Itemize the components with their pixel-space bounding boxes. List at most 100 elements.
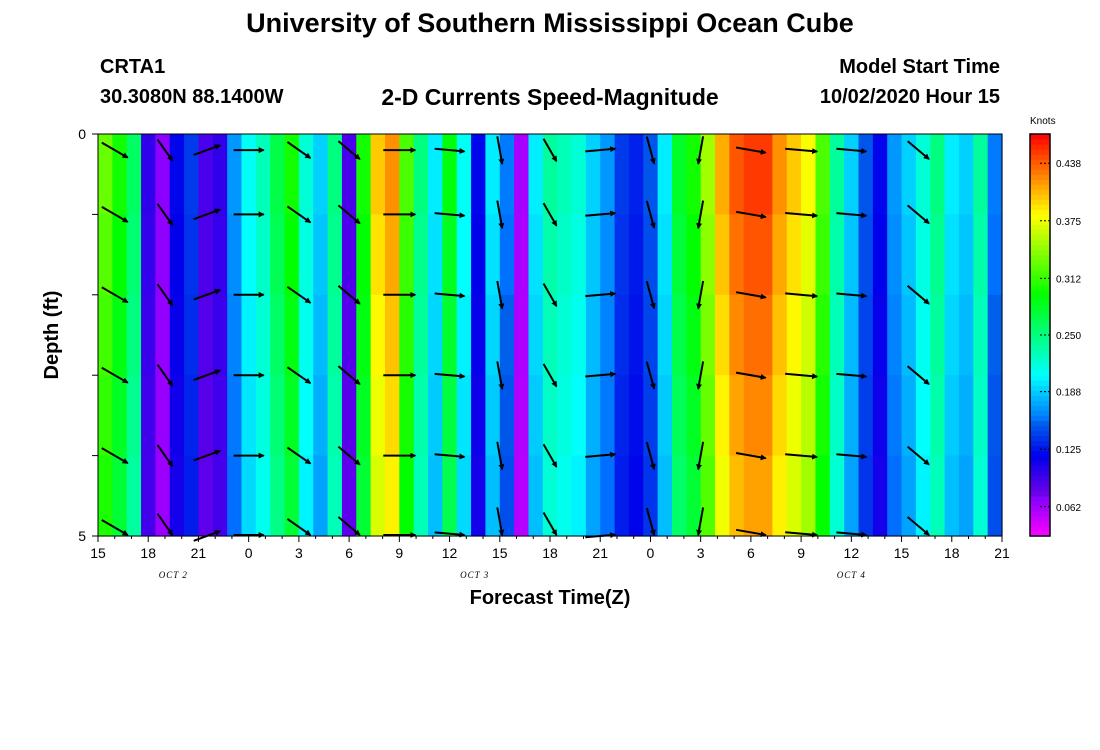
heatmap-cell (973, 455, 989, 537)
current-vector (337, 204, 361, 225)
colorbar-band (1030, 415, 1050, 422)
heatmap-cell (141, 134, 156, 215)
heatmap-cell (743, 455, 759, 537)
colorbar-band (1030, 450, 1050, 457)
date-label: OCT 2 (159, 570, 188, 580)
heatmap-cell (715, 294, 730, 376)
current-vector (496, 136, 505, 165)
colorbar-band (1030, 199, 1050, 205)
colorbar-band (1030, 319, 1050, 326)
heatmap-cell (557, 134, 573, 215)
heatmap-cell (729, 214, 745, 296)
colorbar-band (1030, 284, 1050, 291)
heatmap-cell (456, 214, 472, 296)
heatmap-cell (801, 375, 817, 457)
current-vector (585, 451, 617, 458)
heatmap-cell (370, 214, 386, 296)
heatmap-cell (227, 375, 243, 457)
heatmap-cell (643, 214, 659, 296)
colorbar-band (1030, 480, 1050, 487)
heatmap-cell (399, 294, 415, 376)
heatmap-cell (815, 294, 831, 376)
heatmap-cell (858, 455, 874, 537)
colorbar-band (1030, 425, 1050, 432)
heatmap-cell (571, 375, 587, 457)
current-vector (645, 441, 656, 471)
heatmap-cell (715, 134, 730, 215)
heatmap-cell (141, 294, 156, 376)
heatmap-cell (858, 134, 874, 215)
heatmap-cell (786, 375, 802, 457)
heatmap-cell (370, 375, 386, 457)
heatmap-cell (987, 455, 1003, 537)
heatmap-cell (571, 455, 587, 537)
colorbar-band (1030, 204, 1050, 210)
heatmap-cell (298, 214, 314, 296)
heatmap-cell (169, 455, 185, 537)
heatmap-cell (614, 294, 630, 376)
heatmap-cell (198, 294, 214, 376)
heatmap-cell (930, 134, 946, 215)
heatmap-cell (758, 214, 774, 296)
heatmap-cell (499, 214, 515, 296)
heatmap-cell (413, 134, 429, 215)
heatmap-cell (542, 214, 558, 296)
heatmap-cell (514, 214, 530, 296)
current-vector (286, 518, 312, 536)
current-vector (542, 202, 558, 227)
current-vector (434, 372, 466, 380)
heatmap-cell (184, 455, 200, 537)
current-vector (337, 516, 361, 536)
colorbar-band (1030, 189, 1050, 195)
heatmap-cell (98, 455, 113, 537)
heatmap-cell (499, 134, 515, 215)
colorbar-band (1030, 380, 1050, 386)
heatmap-cell (356, 294, 372, 376)
heatmap-cell (542, 134, 558, 215)
heatmap-cell (600, 294, 616, 376)
heatmap-cell (944, 294, 960, 376)
heatmap-cell (298, 455, 314, 537)
current-vector (286, 446, 312, 465)
colorbar-band (1030, 440, 1050, 447)
current-vector (156, 203, 174, 226)
x-tick-label: 6 (747, 545, 755, 561)
heatmap-cell (600, 375, 616, 457)
heatmap-cell (384, 375, 400, 457)
heatmap-cell (184, 294, 200, 376)
heatmap-cell (499, 375, 515, 457)
heatmap-cell (141, 375, 156, 457)
colorbar-band (1030, 169, 1050, 175)
heatmap-cell (643, 294, 659, 376)
heatmap-cell (987, 134, 1003, 215)
heatmap-cell (98, 214, 113, 296)
heatmap-cell (686, 375, 702, 457)
colorbar-tick-label: 0.062 (1056, 503, 1081, 514)
current-vector (101, 519, 129, 536)
x-tick-label: 21 (191, 545, 207, 561)
heatmap-cell (729, 455, 745, 537)
heatmap-cell (356, 134, 372, 215)
colorbar-band (1030, 405, 1050, 411)
heatmap-cell (514, 375, 530, 457)
heatmap-cell (270, 375, 286, 457)
heatmap-cell (887, 294, 903, 376)
heatmap-cell (227, 294, 243, 376)
heatmap-cell (815, 375, 831, 457)
heatmap-cell (327, 134, 343, 215)
heatmap-cell (915, 134, 931, 215)
heatmap-cell (772, 214, 788, 296)
colorbar-band (1030, 164, 1050, 170)
colorbar-band (1030, 385, 1050, 391)
heatmap-cell (327, 455, 343, 537)
colorbar-band (1030, 340, 1050, 346)
heatmap-cell (743, 134, 759, 215)
heatmap-cell (858, 294, 874, 376)
current-vector (645, 200, 656, 229)
heatmap-cell (801, 294, 817, 376)
current-vector (906, 365, 930, 385)
heatmap-cell (958, 134, 974, 215)
heatmap-cell (485, 375, 501, 457)
current-vector (585, 210, 617, 217)
